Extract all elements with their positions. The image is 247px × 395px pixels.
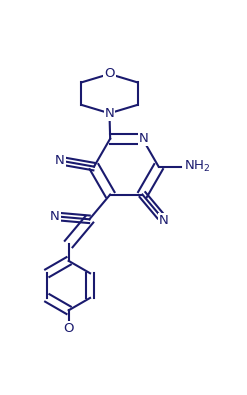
- Text: N: N: [159, 214, 169, 227]
- Text: N: N: [50, 210, 60, 223]
- Text: N: N: [104, 107, 114, 120]
- Text: O: O: [104, 68, 115, 81]
- Text: N: N: [55, 154, 65, 167]
- Text: O: O: [63, 322, 74, 335]
- Text: N: N: [139, 132, 149, 145]
- Text: NH$_2$: NH$_2$: [184, 159, 210, 174]
